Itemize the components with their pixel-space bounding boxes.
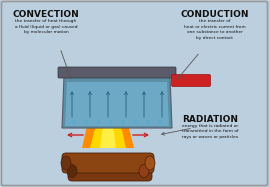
Text: the transfer of heat through
a fluid (liquid or gas) caused
by molecular motion: the transfer of heat through a fluid (li… bbox=[15, 19, 77, 34]
Circle shape bbox=[84, 120, 88, 124]
Polygon shape bbox=[65, 82, 169, 126]
Circle shape bbox=[109, 120, 113, 124]
FancyBboxPatch shape bbox=[62, 153, 154, 173]
Circle shape bbox=[97, 120, 100, 124]
Text: RADIATION: RADIATION bbox=[182, 115, 238, 124]
Polygon shape bbox=[82, 96, 134, 148]
Polygon shape bbox=[100, 108, 116, 148]
Text: the transfer of
heat or electric current from
one substance to another
by direct: the transfer of heat or electric current… bbox=[184, 19, 246, 39]
Ellipse shape bbox=[67, 165, 77, 177]
Ellipse shape bbox=[139, 165, 149, 177]
Polygon shape bbox=[90, 100, 126, 148]
Ellipse shape bbox=[145, 156, 155, 170]
Circle shape bbox=[121, 120, 125, 124]
FancyBboxPatch shape bbox=[68, 162, 152, 181]
FancyBboxPatch shape bbox=[171, 74, 211, 87]
Text: CONDUCTION: CONDUCTION bbox=[181, 10, 249, 19]
Circle shape bbox=[158, 120, 162, 124]
Polygon shape bbox=[62, 76, 172, 128]
Circle shape bbox=[72, 120, 76, 124]
Text: energy that is radiated or
transmitted in the form of
rays or waves or particles: energy that is radiated or transmitted i… bbox=[182, 124, 238, 139]
Circle shape bbox=[133, 120, 137, 124]
Ellipse shape bbox=[61, 156, 71, 170]
Text: CONVECTION: CONVECTION bbox=[13, 10, 79, 19]
Circle shape bbox=[146, 120, 150, 124]
FancyBboxPatch shape bbox=[58, 67, 176, 78]
